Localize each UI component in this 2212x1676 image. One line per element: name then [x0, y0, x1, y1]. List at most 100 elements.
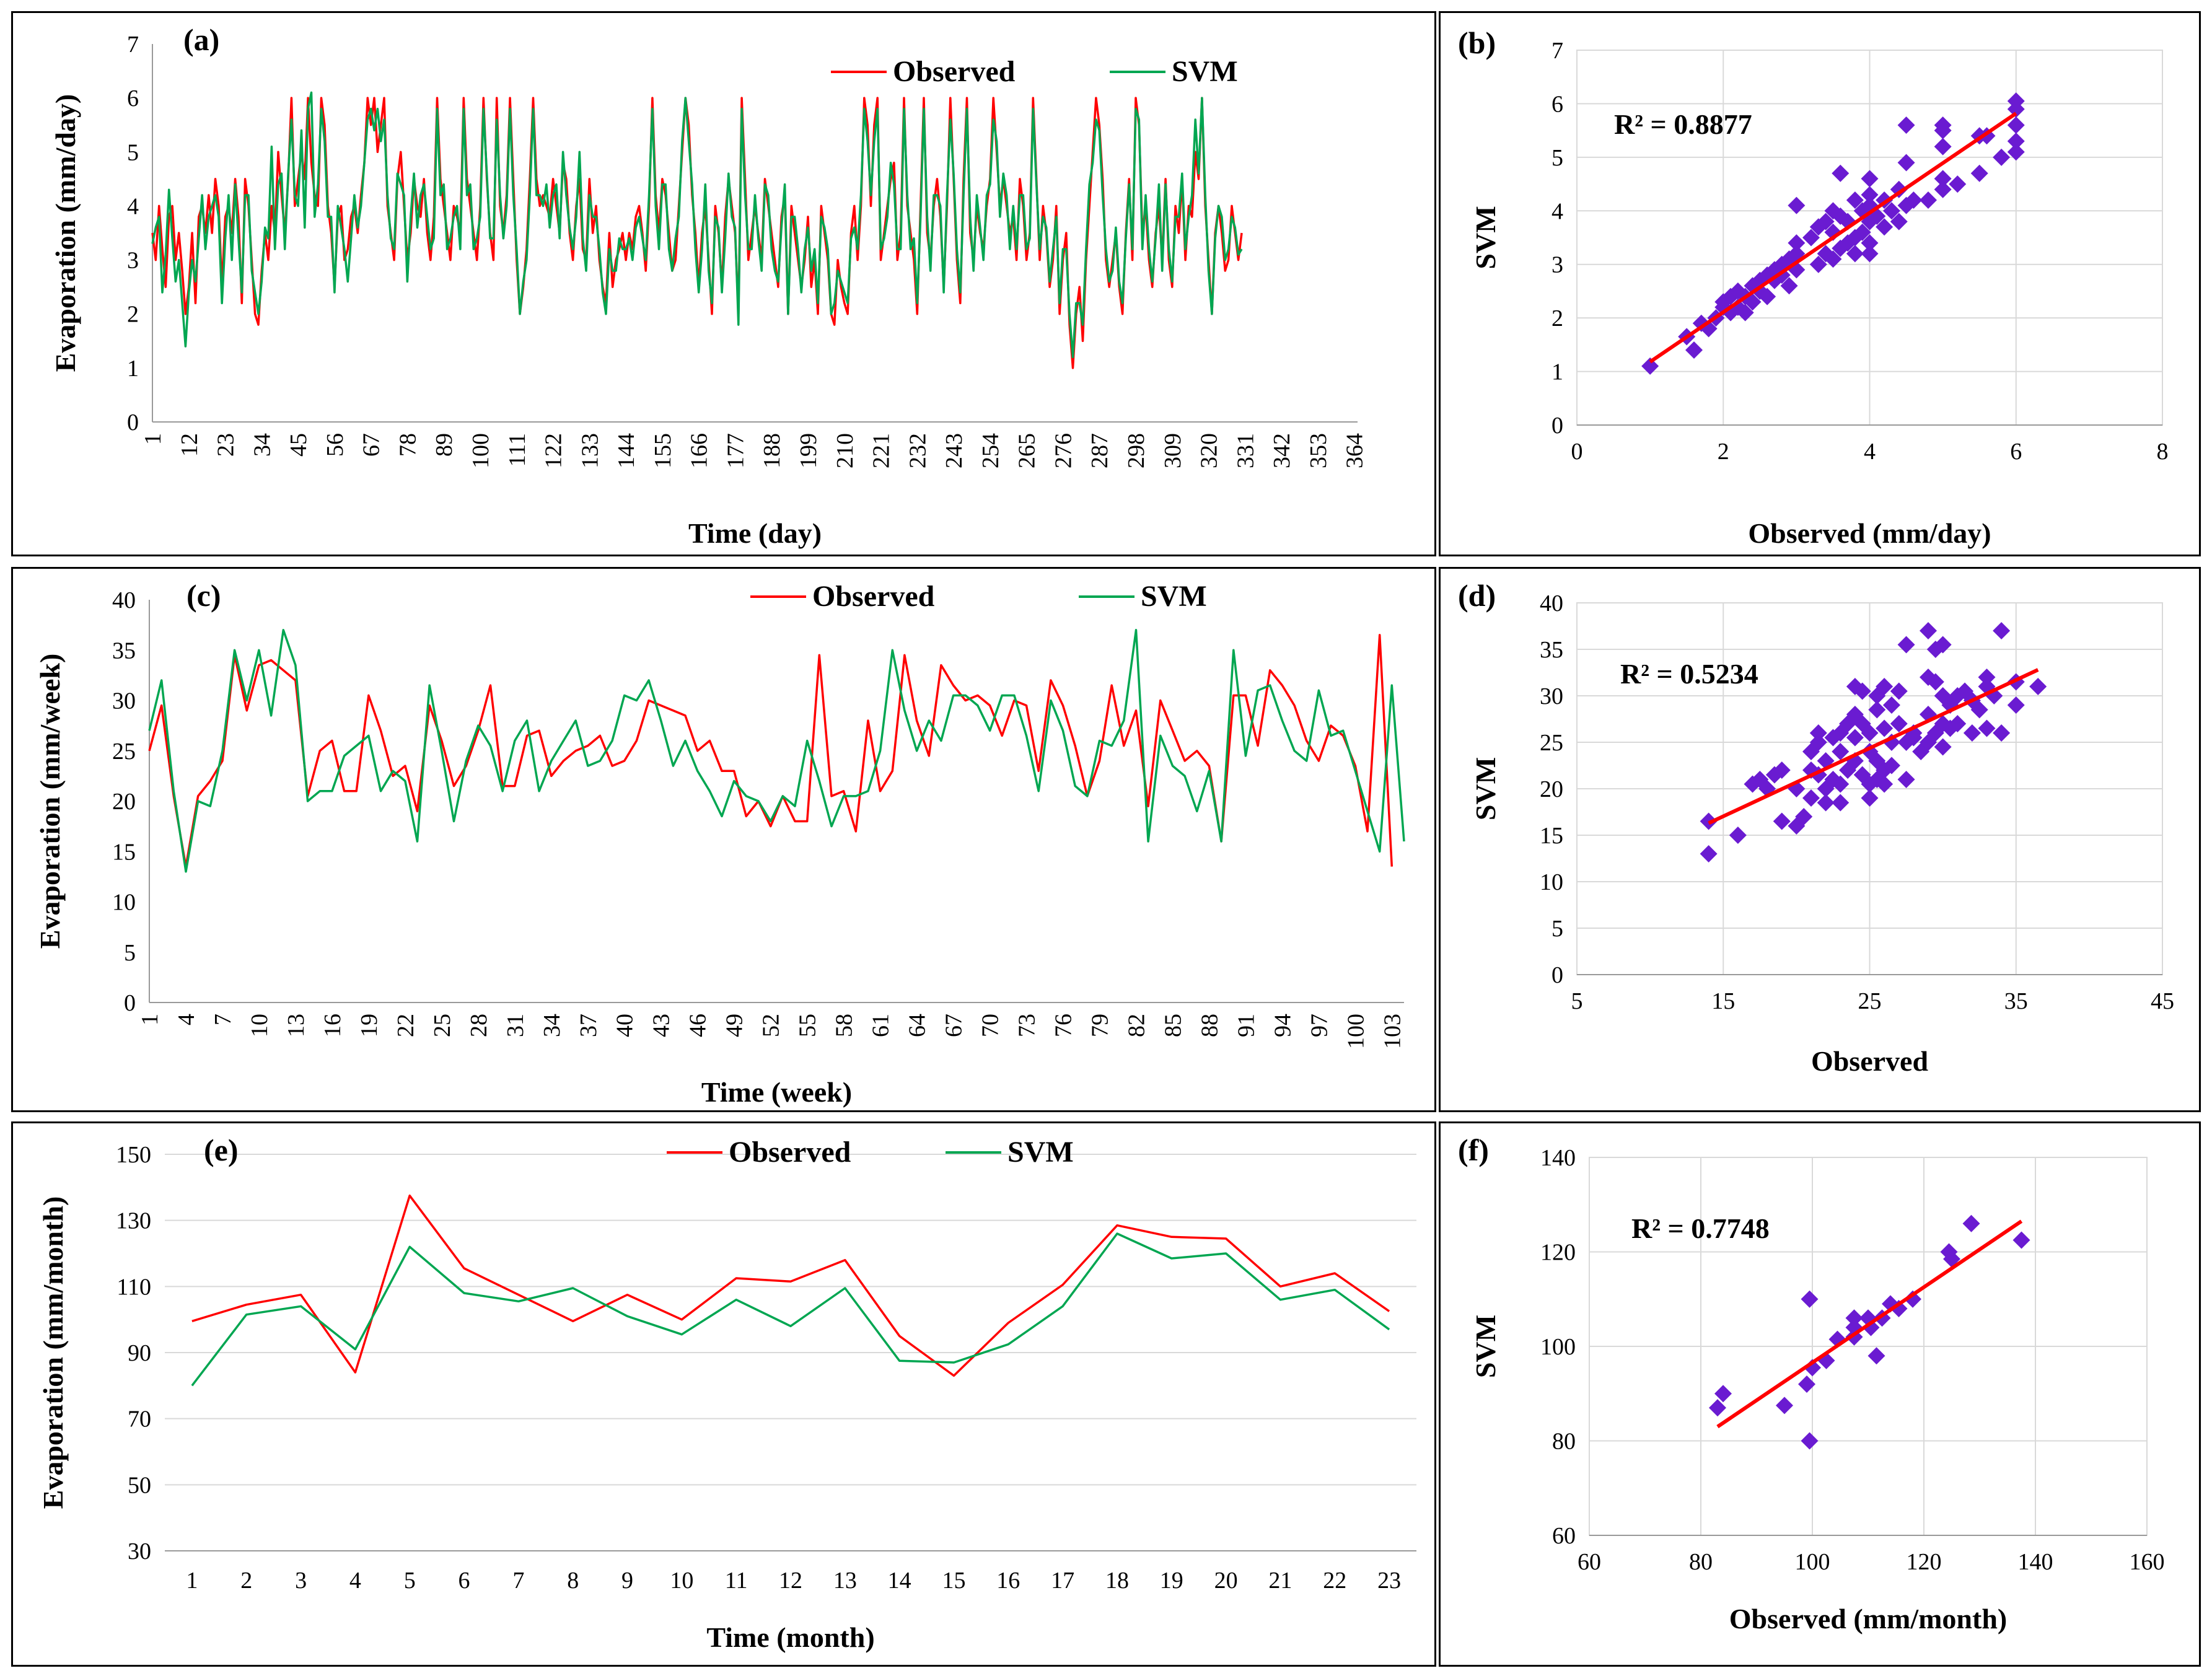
scatter-point [2029, 678, 2047, 695]
x-tick-label: 160 [2130, 1549, 2165, 1575]
scatter-point [1832, 743, 1850, 760]
x-tick-label: 16 [320, 1014, 346, 1037]
x-tick-label: 6 [459, 1568, 470, 1594]
x-tick-label: 25 [1858, 988, 1882, 1014]
x-tick-label: 43 [649, 1014, 675, 1037]
x-tick-label: 45 [2151, 988, 2174, 1014]
trend-line [1649, 112, 2017, 364]
x-tick-label: 221 [869, 433, 895, 468]
scatter-point [1809, 724, 1827, 742]
x-tick-label: 155 [650, 433, 676, 468]
scatter-point [1709, 1399, 1726, 1417]
scatter-point [1795, 808, 1813, 825]
scatter-point [1845, 1309, 1863, 1327]
scatter-point [1788, 234, 1806, 252]
x-tick-label: 34 [249, 433, 275, 457]
x-tick-label: 45 [286, 433, 312, 457]
y-tick-label: 0 [1551, 413, 1563, 439]
x-tick-label: 60 [1578, 1549, 1601, 1575]
scatter-point [2007, 696, 2025, 714]
scatter-point [1801, 1432, 1819, 1450]
x-tick-label: 111 [504, 433, 530, 467]
scatter-point [1978, 719, 1996, 737]
x-tick-label: 28 [466, 1014, 492, 1037]
scatter-point [1861, 724, 1879, 742]
panel-d: 0 5 10 15 20 25 30 35 40 5 15 25 35 45 R² = 0.5234 (d) O… [1439, 567, 2201, 1112]
x-tick-label: 243 [941, 433, 967, 468]
x-tick-label: 70 [978, 1014, 1004, 1037]
scatter-point [2007, 143, 2025, 161]
scatter-point [1861, 170, 1879, 188]
x-tick-label: 56 [322, 433, 348, 457]
x-tick-label: 14 [888, 1568, 911, 1594]
scatter-point [1876, 775, 1894, 793]
scatter-point [1993, 622, 2011, 639]
y-tick-label: 10 [112, 890, 136, 916]
legend-label: SVM [1172, 55, 1238, 88]
x-tick-label: 34 [539, 1014, 565, 1037]
y-tick-label: 7 [1551, 38, 1563, 64]
x-tick-label: 100 [1343, 1014, 1369, 1049]
x-tick-label: 79 [1087, 1014, 1113, 1037]
scatter-point [1832, 794, 1850, 812]
y-tick-label: 70 [128, 1406, 151, 1432]
scatter-point [1846, 729, 1864, 747]
scatter-point [1890, 213, 1908, 230]
scatter-point [2012, 1231, 2030, 1249]
x-tick-label: 23 [1377, 1568, 1401, 1594]
scatter-point [2007, 132, 2025, 150]
x-tick-label: 122 [541, 433, 567, 468]
y-axis-title: SVM [1470, 206, 1501, 269]
scatter-point [1920, 191, 1937, 209]
series-line-svm [151, 91, 1243, 359]
scatter-point [1993, 724, 2011, 742]
scatter-point [1641, 357, 1659, 375]
x-axis-title: Observed (mm/month) [1729, 1603, 2007, 1634]
x-tick-label: 8 [2157, 439, 2169, 465]
panel-e: 30 50 70 90 110 130 150 1 2 3 4 5 6 7 8 9 10 11 12 13 14 15 16… [11, 1121, 1436, 1667]
x-tick-label: 8 [567, 1568, 579, 1594]
scatter-point [1832, 164, 1850, 182]
y-tick-label: 150 [116, 1142, 151, 1168]
x-tick-label: 61 [868, 1014, 894, 1037]
panel-label: (f) [1458, 1133, 1489, 1167]
scatter-point [1962, 1214, 1980, 1232]
scatter-point [1882, 757, 1900, 774]
y-tick-label: 100 [1540, 1334, 1576, 1360]
x-tick-label: 52 [758, 1014, 784, 1037]
x-tick-label: 5 [1571, 988, 1583, 1014]
x-tick-label: 10 [670, 1568, 693, 1594]
scatter-point [1817, 213, 1835, 230]
x-tick-label: 4 [173, 1014, 200, 1025]
x-tick-label: 25 [429, 1014, 455, 1037]
x-tick-label: 11 [725, 1568, 748, 1594]
x-tick-label: 40 [612, 1014, 638, 1037]
y-tick-label: 90 [128, 1340, 151, 1366]
scatter-point [1934, 636, 1952, 654]
scatter-point [1904, 1290, 1921, 1308]
scatter-point [1993, 148, 2011, 166]
scatter-point [1802, 789, 1820, 807]
series-line-svm [191, 1232, 1390, 1387]
chart-f-svg: 60 80 100 120 140 60 80 100 120 140 160 R² = 0.7748… [1458, 1133, 2165, 1634]
scatter-point [1920, 622, 1937, 639]
y-tick-label: 130 [116, 1208, 151, 1234]
x-tick-label: 7 [210, 1014, 236, 1025]
scatter-point [1978, 669, 1996, 686]
panel-c: 0 5 10 15 20 25 30 35 40 1 4 7 10 13 16 19 22 25 28 31 34 37 4… [11, 567, 1436, 1112]
y-tick-label: 7 [127, 32, 139, 58]
x-tick-label: 199 [796, 433, 822, 468]
scatter-point [1846, 245, 1864, 263]
x-axis-title: Time (week) [701, 1076, 852, 1108]
x-tick-label: 58 [832, 1014, 858, 1037]
y-tick-label: 50 [128, 1472, 151, 1498]
y-tick-label: 0 [1551, 962, 1563, 988]
panel-a: 0 1 2 3 4 5 6 7 1 12 23 34 45 56 67 78 89 100 111 122 133 144… [11, 11, 1436, 556]
scatter-point [1801, 1290, 1819, 1308]
x-tick-label: 23 [213, 433, 239, 457]
y-tick-label: 6 [127, 86, 139, 112]
y-tick-label: 1 [1551, 359, 1563, 385]
scatter-point [1970, 701, 1988, 719]
scatter-point [1861, 789, 1879, 807]
